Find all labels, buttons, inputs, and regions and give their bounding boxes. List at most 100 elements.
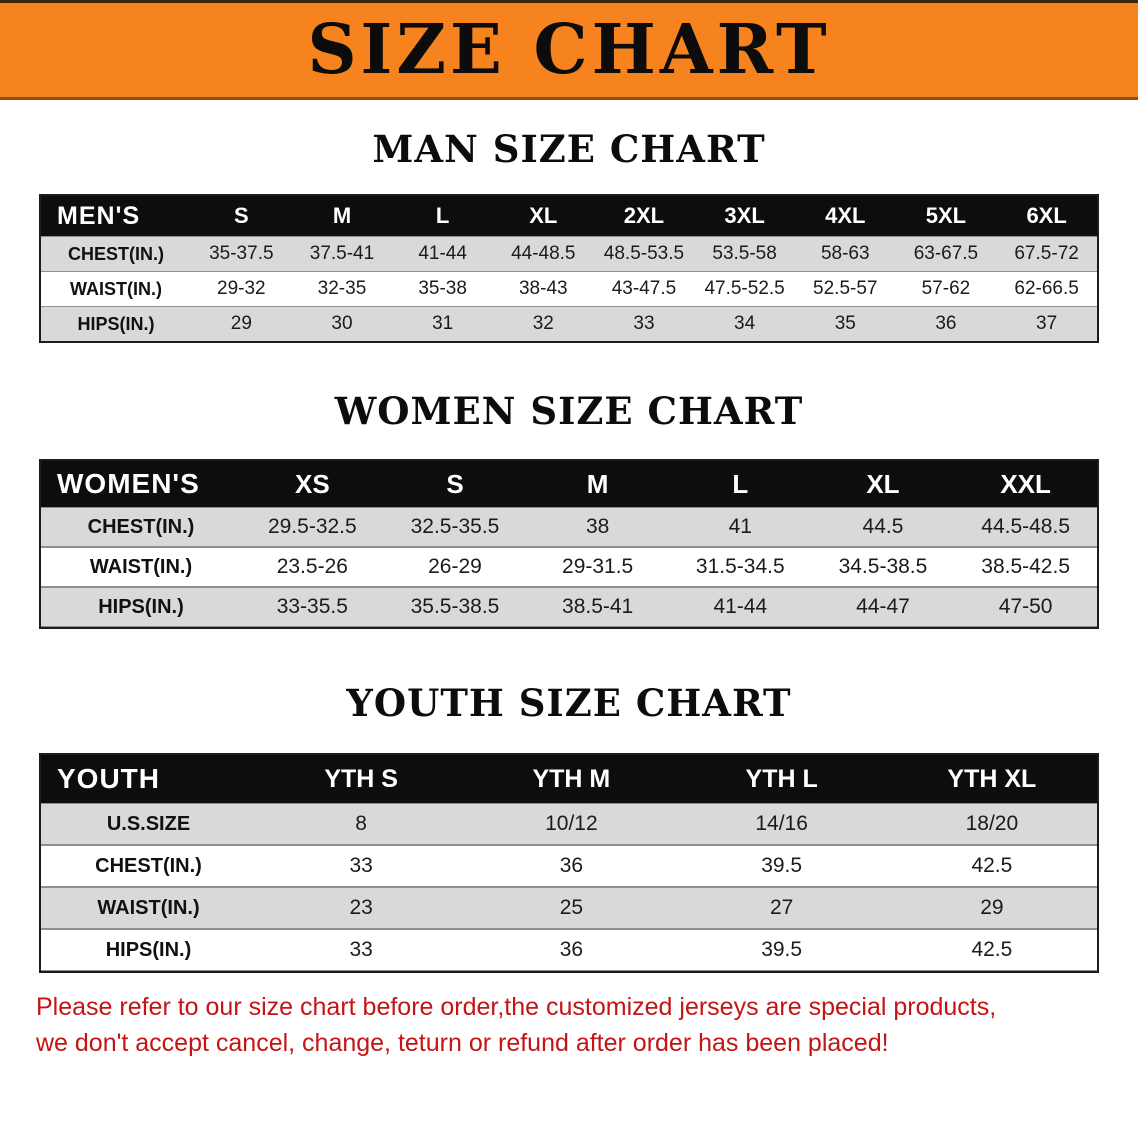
size-chart-sections: MAN SIZE CHART MEN'S S M L XL 2XL 3XL 4XL 5XL 6XL C… xyxy=(0,127,1138,973)
women-row-label: WAIST(IN.) xyxy=(41,547,241,587)
women-size-column-header: XXL xyxy=(954,461,1097,507)
women-table-row: HIPS(IN.) 33-35.5 35.5-38.5 38.5-41 41-44 44-… xyxy=(41,587,1097,627)
women-size-column-header: L xyxy=(668,461,812,507)
women-size-value: 47-50 xyxy=(954,587,1097,627)
women-size-column-header: XL xyxy=(811,461,955,507)
women-size-table: WOMEN'S XS S M L XL XXL CHEST(IN.) 29.5-32.5 32.5… xyxy=(39,459,1099,629)
youth-header-row: YOUTH YTH S YTH M YTH L YTH XL xyxy=(41,755,1097,803)
youth-size-value: 10/12 xyxy=(466,803,677,845)
men-size-value: 63-67.5 xyxy=(895,236,997,271)
men-size-value: 36 xyxy=(895,306,997,341)
men-size-column-header: 4XL xyxy=(794,196,896,236)
women-row-label: HIPS(IN.) xyxy=(41,587,241,627)
men-row-label: HIPS(IN.) xyxy=(41,306,191,341)
disclaimer-line-2: we don't accept cancel, change, teturn o… xyxy=(36,1029,889,1058)
women-table-row: CHEST(IN.) 29.5-32.5 32.5-35.5 38 41 44.5 44.5… xyxy=(41,507,1097,547)
men-size-value: 47.5-52.5 xyxy=(694,271,795,306)
women-size-value: 31.5-34.5 xyxy=(668,547,812,587)
youth-size-value: 25 xyxy=(466,887,677,929)
women-size-value: 29.5-32.5 xyxy=(241,507,384,547)
women-size-value: 33-35.5 xyxy=(241,587,384,627)
women-size-value: 23.5-26 xyxy=(241,547,384,587)
women-size-value: 35.5-38.5 xyxy=(383,587,527,627)
men-size-value: 29 xyxy=(191,306,292,341)
youth-table-row: CHEST(IN.) 33 36 39.5 42.5 xyxy=(41,845,1097,887)
youth-size-column-header: YTH L xyxy=(676,755,887,803)
men-size-value: 44-48.5 xyxy=(492,236,594,271)
women-size-value: 44.5-48.5 xyxy=(954,507,1097,547)
men-size-value: 30 xyxy=(291,306,393,341)
men-table-row: WAIST(IN.) 29-32 32-35 35-38 38-43 43-47.5 47.… xyxy=(41,271,1097,306)
men-size-value: 48.5-53.5 xyxy=(593,236,695,271)
men-size-column-header: 6XL xyxy=(996,196,1097,236)
men-size-value: 37.5-41 xyxy=(291,236,393,271)
youth-row-label: HIPS(IN.) xyxy=(41,929,256,971)
youth-size-chart-heading: YOUTH SIZE CHART xyxy=(346,681,792,725)
women-size-value: 34.5-38.5 xyxy=(811,547,955,587)
men-size-value: 41-44 xyxy=(392,236,493,271)
men-size-value: 33 xyxy=(593,306,695,341)
size-chart-banner: SIZE CHART xyxy=(0,0,1138,100)
women-size-value: 29-31.5 xyxy=(526,547,669,587)
youth-size-value: 29 xyxy=(886,887,1097,929)
youth-row-label: CHEST(IN.) xyxy=(41,845,256,887)
youth-size-value: 8 xyxy=(256,803,467,845)
men-size-value: 34 xyxy=(694,306,795,341)
disclaimer-line-1: Please refer to our size chart before or… xyxy=(36,993,997,1021)
men-table-row: HIPS(IN.) 29 30 31 32 33 34 35 36 37 xyxy=(41,306,1097,341)
youth-size-value: 23 xyxy=(256,887,467,929)
men-size-column-header: 5XL xyxy=(895,196,997,236)
youth-size-value: 39.5 xyxy=(676,929,887,971)
women-size-value: 38.5-41 xyxy=(526,587,669,627)
women-size-value: 38.5-42.5 xyxy=(954,547,1097,587)
women-size-chart-heading: WOMEN SIZE CHART xyxy=(334,389,804,433)
men-size-value: 37 xyxy=(996,306,1097,341)
men-size-value: 62-66.5 xyxy=(996,271,1097,306)
youth-size-table: YOUTH YTH S YTH M YTH L YTH XL U.S.SIZE 8 10/12… xyxy=(39,753,1099,973)
men-size-value: 58-63 xyxy=(794,236,896,271)
youth-size-value: 33 xyxy=(256,845,467,887)
youth-table-label: YOUTH xyxy=(41,755,256,803)
men-size-value: 35-37.5 xyxy=(191,236,292,271)
men-size-value: 57-62 xyxy=(895,271,997,306)
men-size-value: 31 xyxy=(392,306,493,341)
men-size-value: 35-38 xyxy=(392,271,493,306)
youth-size-value: 18/20 xyxy=(886,803,1097,845)
youth-size-value: 36 xyxy=(466,929,677,971)
youth-size-value: 42.5 xyxy=(886,929,1097,971)
youth-size-value: 39.5 xyxy=(676,845,887,887)
men-size-value: 38-43 xyxy=(492,271,594,306)
youth-table-row: WAIST(IN.) 23 25 27 29 xyxy=(41,887,1097,929)
men-size-column-header: L xyxy=(392,196,493,236)
men-size-column-header: 3XL xyxy=(694,196,795,236)
women-header-row: WOMEN'S XS S M L XL XXL xyxy=(41,461,1097,507)
men-size-chart-heading: MAN SIZE CHART xyxy=(372,127,766,171)
men-size-column-header: 2XL xyxy=(593,196,695,236)
men-row-label: CHEST(IN.) xyxy=(41,236,191,271)
youth-size-column-header: YTH S xyxy=(256,755,467,803)
youth-table-row: U.S.SIZE 8 10/12 14/16 18/20 xyxy=(41,803,1097,845)
youth-row-label: WAIST(IN.) xyxy=(41,887,256,929)
men-size-column-header: S xyxy=(191,196,292,236)
women-table-label: WOMEN'S xyxy=(41,461,241,507)
women-size-value: 32.5-35.5 xyxy=(383,507,527,547)
women-size-column-header: M xyxy=(526,461,669,507)
women-size-value: 44-47 xyxy=(811,587,955,627)
youth-size-value: 33 xyxy=(256,929,467,971)
women-size-value: 41 xyxy=(668,507,812,547)
men-size-value: 53.5-58 xyxy=(694,236,795,271)
men-size-value: 67.5-72 xyxy=(996,236,1097,271)
women-row-label: CHEST(IN.) xyxy=(41,507,241,547)
men-size-value: 29-32 xyxy=(191,271,292,306)
youth-size-column-header: YTH XL xyxy=(886,755,1097,803)
disclaimer: Please refer to our size chart before or… xyxy=(0,989,1138,1062)
youth-size-value: 14/16 xyxy=(676,803,887,845)
women-size-value: 26-29 xyxy=(383,547,527,587)
men-size-value: 43-47.5 xyxy=(593,271,695,306)
youth-size-value: 36 xyxy=(466,845,677,887)
women-size-column-header: S xyxy=(383,461,527,507)
men-size-table: MEN'S S M L XL 2XL 3XL 4XL 5XL 6XL CHEST(IN.) 35-37… xyxy=(39,194,1099,343)
men-size-column-header: XL xyxy=(492,196,594,236)
men-size-value: 52.5-57 xyxy=(794,271,896,306)
youth-size-column-header: YTH M xyxy=(466,755,677,803)
